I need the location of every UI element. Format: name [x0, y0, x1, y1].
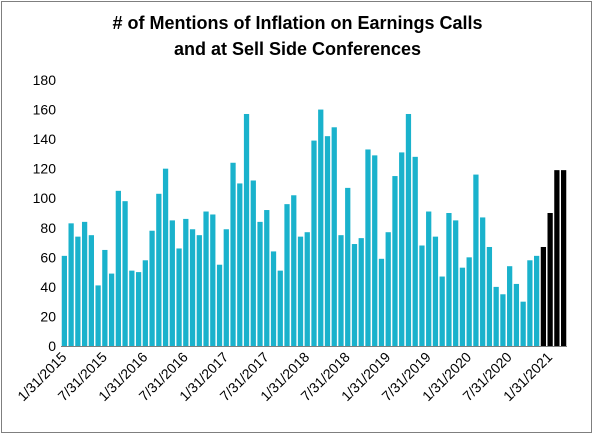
bar	[527, 260, 533, 346]
bar	[507, 266, 513, 346]
bar	[108, 273, 115, 346]
bar	[216, 264, 223, 346]
bar	[284, 204, 290, 346]
bar	[405, 113, 412, 347]
bar	[466, 257, 472, 346]
bar	[243, 113, 250, 347]
bar	[230, 162, 236, 346]
y-tick-label: 0	[48, 338, 56, 354]
bar	[372, 155, 378, 346]
x-axis-ticks: 1/31/20157/31/20151/31/20167/31/20161/31…	[14, 349, 555, 405]
bar	[385, 232, 391, 346]
bar	[210, 214, 216, 346]
bar	[311, 140, 317, 346]
bar	[102, 249, 108, 346]
bar	[250, 180, 256, 346]
bar	[223, 229, 229, 346]
bar	[392, 176, 398, 346]
bar	[520, 301, 526, 346]
bar	[122, 201, 128, 346]
bar	[453, 220, 459, 346]
bar	[324, 136, 331, 346]
bar	[156, 193, 162, 346]
bar	[95, 285, 101, 346]
bar	[203, 211, 209, 346]
bar	[513, 283, 520, 346]
bar	[561, 170, 567, 346]
bar	[81, 221, 88, 346]
bar	[459, 267, 466, 346]
y-tick-label: 160	[33, 102, 57, 118]
bar	[115, 190, 121, 346]
bar	[257, 221, 263, 346]
y-tick-label: 120	[33, 161, 57, 177]
bars	[61, 109, 567, 347]
bar	[176, 248, 182, 346]
bar	[88, 235, 94, 346]
bar	[486, 246, 493, 346]
bar	[540, 246, 547, 346]
bar	[412, 156, 418, 346]
bar	[439, 276, 445, 346]
bar	[480, 217, 486, 346]
bar	[500, 294, 506, 346]
y-tick-label: 60	[40, 249, 56, 265]
bar	[351, 244, 358, 346]
bar	[264, 210, 270, 346]
bar	[331, 127, 337, 346]
bar	[378, 258, 385, 346]
bar	[304, 232, 310, 346]
y-tick-label: 100	[33, 190, 57, 206]
bar	[338, 235, 344, 346]
bar	[291, 195, 297, 346]
bar	[237, 183, 243, 346]
bar	[149, 230, 155, 346]
y-tick-label: 80	[40, 220, 56, 236]
bar	[68, 223, 74, 346]
bar	[547, 213, 553, 346]
bar	[534, 255, 540, 346]
bar	[358, 238, 364, 346]
bar	[446, 213, 452, 346]
bar	[297, 236, 304, 346]
bar	[318, 109, 324, 346]
bar	[196, 235, 202, 346]
y-tick-label: 180	[33, 72, 57, 88]
y-tick-label: 20	[40, 308, 56, 324]
bar	[129, 270, 135, 346]
bar	[189, 229, 196, 346]
bar	[419, 245, 425, 346]
bar	[183, 218, 189, 346]
y-tick-label: 40	[40, 279, 56, 295]
bar	[554, 170, 560, 346]
bar	[61, 255, 67, 346]
bar	[426, 211, 432, 346]
bar	[75, 236, 81, 346]
bar	[493, 286, 499, 346]
chart-title-line-2: and at Sell Side Conferences	[173, 39, 422, 59]
bar	[270, 251, 277, 346]
bar	[142, 260, 148, 346]
bar	[399, 152, 405, 346]
bar	[169, 220, 175, 346]
bar	[432, 236, 439, 346]
bar	[162, 168, 169, 346]
y-axis-ticks: 0 20 40 60 80 100 120 140 160 180	[33, 72, 57, 354]
bar	[365, 149, 371, 346]
bar	[277, 270, 283, 346]
bar	[135, 272, 142, 346]
bar	[473, 174, 479, 346]
bar	[345, 187, 351, 346]
chart-title-line-1: # of Mentions of Inflation on Earnings C…	[112, 13, 483, 33]
y-tick-label: 140	[33, 131, 57, 147]
